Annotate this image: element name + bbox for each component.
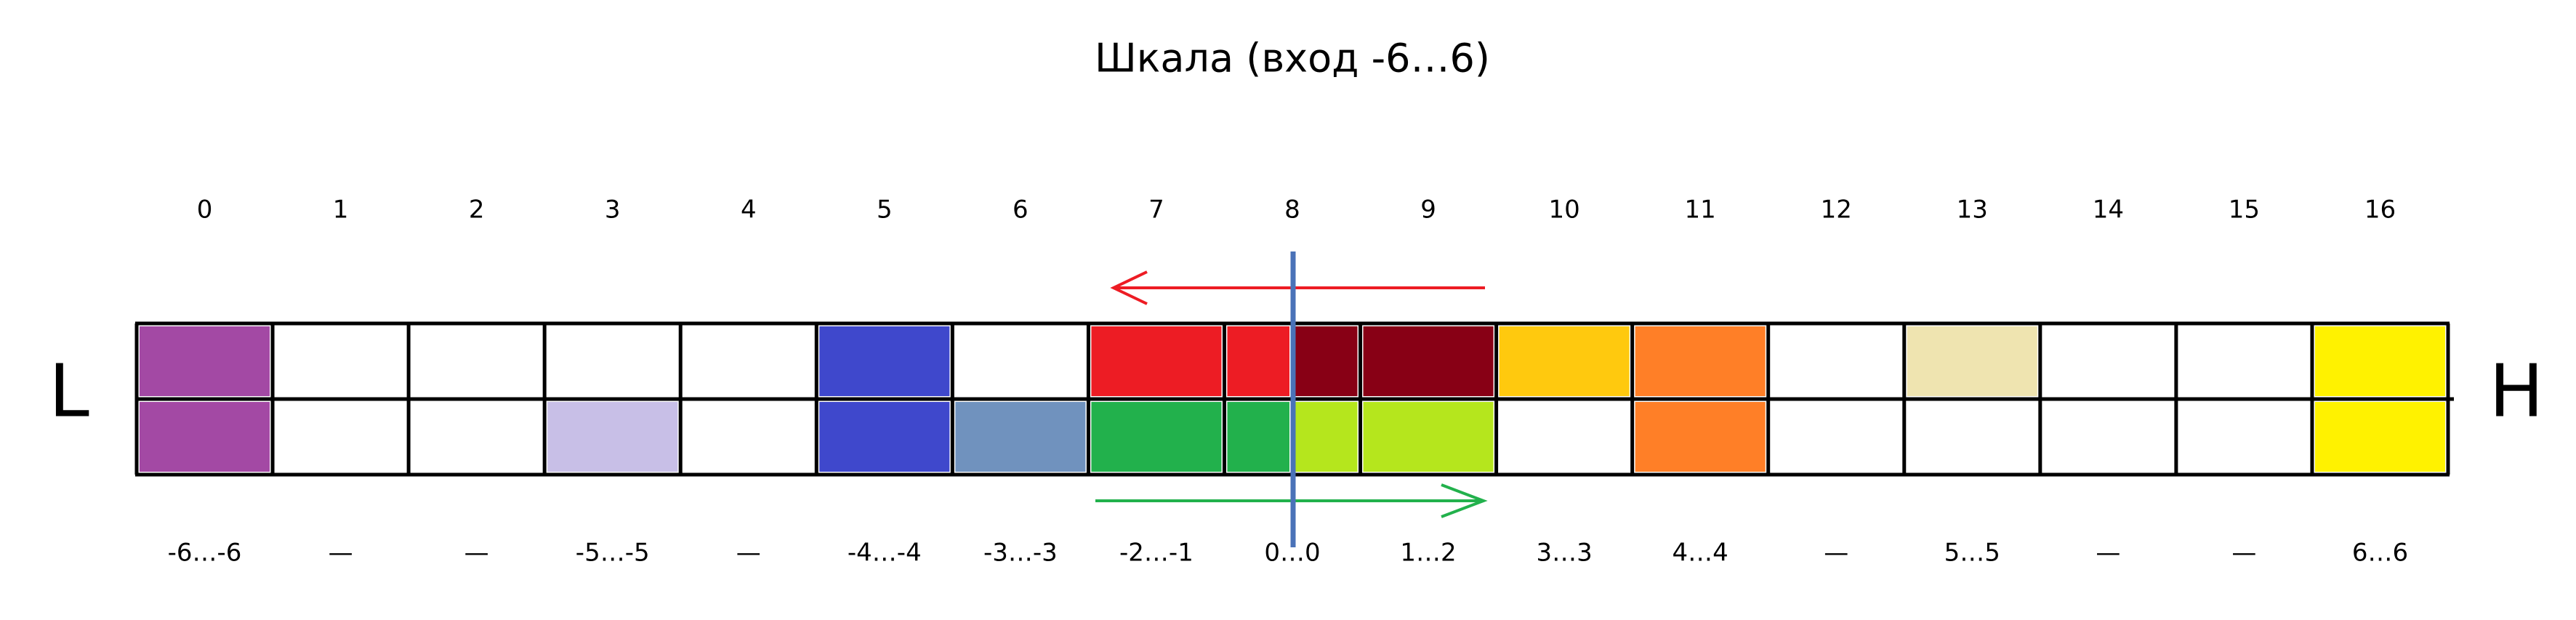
cell-range: 4…4 [1673, 539, 1728, 568]
cell-range: — [2231, 539, 2256, 568]
cell-index: 14 [2093, 196, 2124, 225]
cell-bottom [1091, 402, 1222, 472]
cell-range: 0…0 [1264, 539, 1320, 568]
cell-index: 6 [1013, 196, 1029, 225]
red-arrowhead [1110, 270, 1148, 305]
cells [140, 326, 2445, 472]
title: Шкала (вход -6…6) [1095, 36, 1490, 81]
cell-index: 13 [1957, 196, 1988, 225]
cell-top [1091, 326, 1222, 396]
cell-range: -4…-4 [848, 539, 922, 568]
cell-range: -5…-5 [576, 539, 650, 568]
cell-range: — [329, 539, 353, 568]
cell-range: -2…-1 [1119, 539, 1194, 568]
cell-index: 8 [1284, 196, 1300, 225]
cell-index: 16 [2364, 196, 2396, 225]
cell-range: — [2096, 539, 2120, 568]
cell-index: 3 [605, 196, 621, 225]
cell-top [1499, 326, 1630, 396]
cell-range: — [1824, 539, 1848, 568]
cell-range: -3…-3 [983, 539, 1058, 568]
cell-index: 1 [333, 196, 349, 225]
cell-top [140, 326, 270, 396]
cell-bottom [955, 402, 1086, 472]
cell-index: 15 [2229, 196, 2260, 225]
cell-top [2314, 326, 2445, 396]
cell-index: 0 [197, 196, 213, 225]
cell-range: — [464, 539, 489, 568]
cell-range: 5…5 [1944, 539, 2000, 568]
cell-top [1907, 326, 2037, 396]
arrows [1095, 251, 1488, 547]
left-label: L [49, 348, 89, 433]
cell-bottom [1363, 402, 1494, 472]
cell-index: 12 [1821, 196, 1852, 225]
cell-index: 7 [1148, 196, 1164, 225]
cell-top [1635, 326, 1766, 396]
cell-bottom [1295, 402, 1358, 472]
cell-index: 9 [1420, 196, 1436, 225]
right-label: H [2489, 348, 2543, 433]
cell-range: 6…6 [2352, 539, 2408, 568]
cell-bottom [2314, 402, 2445, 472]
green-arrowhead [1441, 483, 1488, 518]
cell-bottom [1227, 402, 1289, 472]
cell-bottom [819, 402, 950, 472]
cell-index: 2 [469, 196, 485, 225]
cell-top [1227, 326, 1289, 396]
cell-range: — [736, 539, 761, 568]
cell-range: 3…3 [1536, 539, 1592, 568]
cell-index: 11 [1685, 196, 1716, 225]
cell-top [1295, 326, 1358, 396]
cell-top [1363, 326, 1494, 396]
cell-range: -6…-6 [168, 539, 242, 568]
cell-index: 4 [741, 196, 757, 225]
cell-bottom [140, 402, 270, 472]
cell-range: 1…2 [1400, 539, 1456, 568]
cell-bottom [547, 402, 678, 472]
cell-top [819, 326, 950, 396]
cell-bottom [1635, 402, 1766, 472]
cell-index: 5 [877, 196, 893, 225]
cell-index: 10 [1548, 196, 1579, 225]
